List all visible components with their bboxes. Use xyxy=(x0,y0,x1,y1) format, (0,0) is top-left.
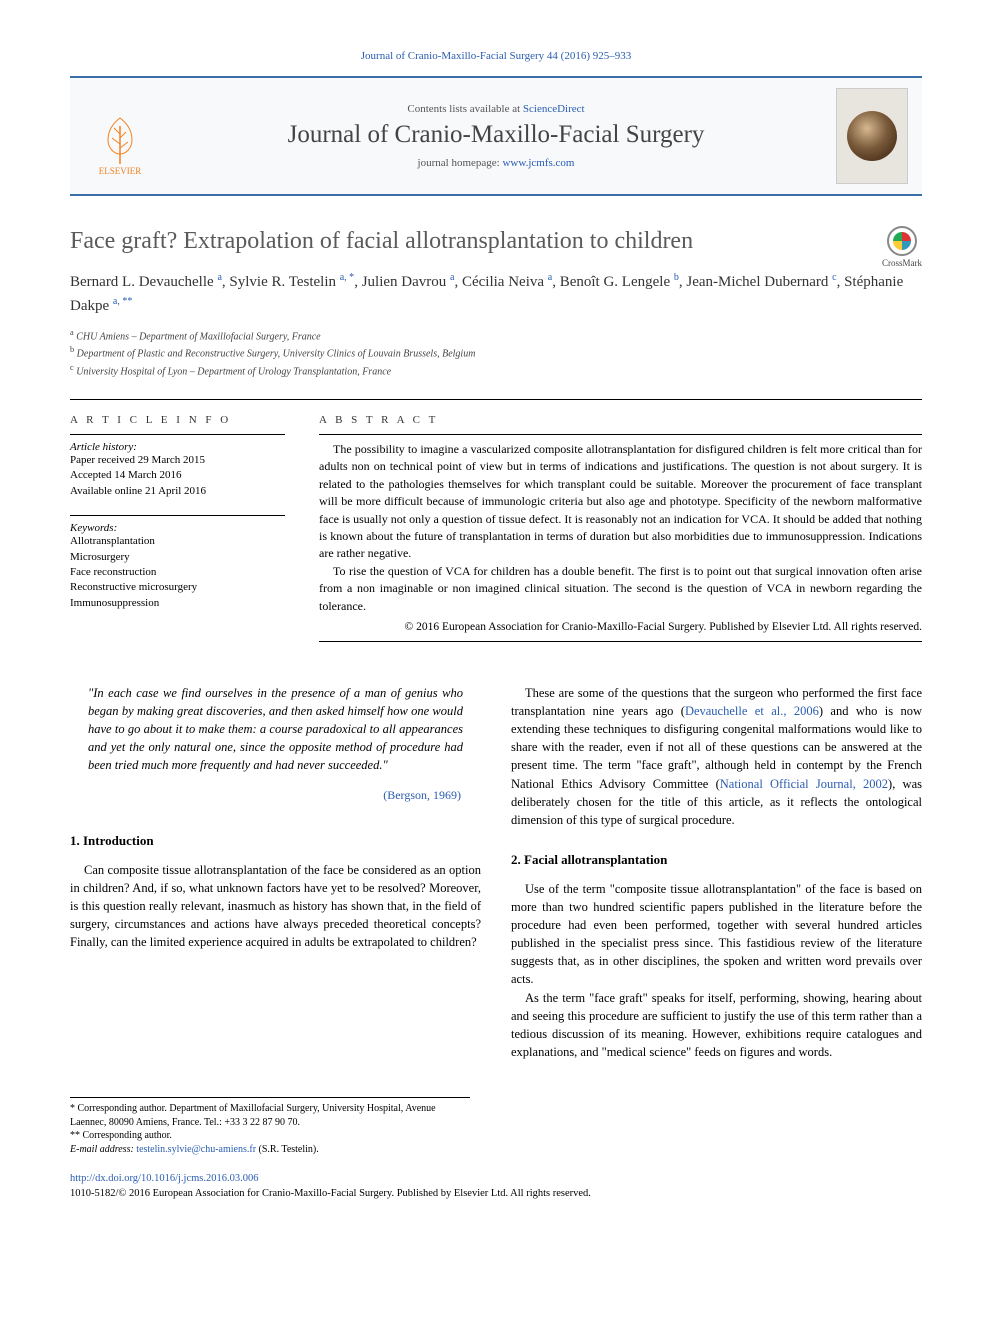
right-column: These are some of the questions that the… xyxy=(511,684,922,1061)
info-rule xyxy=(70,515,285,516)
keywords-label: Keywords: xyxy=(70,522,285,534)
body-columns: "In each case we find ourselves in the p… xyxy=(70,684,922,1061)
affil-mark: c xyxy=(70,363,74,372)
body-paragraph: These are some of the questions that the… xyxy=(511,684,922,829)
abstract-rule xyxy=(319,434,922,435)
keyword: Reconstructive microsurgery xyxy=(70,580,285,595)
keyword: Allotransplantation xyxy=(70,534,285,549)
article-info-heading: A R T I C L E I N F O xyxy=(70,414,285,426)
abstract-copyright: © 2016 European Association for Cranio-M… xyxy=(319,619,922,635)
epigraph: "In each case we find ourselves in the p… xyxy=(88,684,463,775)
journal-cover-thumb[interactable] xyxy=(836,88,908,184)
history-label: Article history: xyxy=(70,441,285,453)
article-title: Face graft? Extrapolation of facial allo… xyxy=(70,226,693,256)
affil-mark: b xyxy=(70,345,74,354)
history-line: Available online 21 April 2016 xyxy=(70,484,285,499)
section-heading-intro: 1. Introduction xyxy=(70,832,481,851)
citation-volpages: 44 (2016) 925–933 xyxy=(547,50,631,62)
publisher-logo-label: ELSEVIER xyxy=(99,166,142,176)
history-line: Paper received 29 March 2015 xyxy=(70,453,285,468)
elsevier-tree-icon xyxy=(100,116,140,166)
author-list: Bernard L. Devauchelle a, Sylvie R. Test… xyxy=(70,270,922,317)
footnote-line: ** Corresponding author. xyxy=(70,1129,470,1143)
citation-link[interactable]: National Official Journal, 2002 xyxy=(720,777,888,791)
keyword: Face reconstruction xyxy=(70,565,285,580)
abstract-body: The possibility to imagine a vascularize… xyxy=(319,441,922,615)
affil-text: Department of Plastic and Reconstructive… xyxy=(77,349,476,360)
abstract-paragraph: The possibility to imagine a vascularize… xyxy=(319,441,922,563)
info-rule xyxy=(70,434,285,435)
footnote-line: * Corresponding author. Department of Ma… xyxy=(70,1102,470,1129)
journal-homepage-link[interactable]: www.jcmfs.com xyxy=(502,157,574,169)
email-label: E-mail address: xyxy=(70,1144,134,1155)
keyword: Immunosuppression xyxy=(70,596,285,611)
intro-paragraph: Can composite tissue allotransplantation… xyxy=(70,861,481,952)
section-heading-2: 2. Facial allotransplantation xyxy=(511,851,922,870)
homepage-prefix: journal homepage: xyxy=(418,157,503,169)
email-link[interactable]: testelin.sylvie@chu-amiens.fr xyxy=(136,1144,256,1155)
section-divider xyxy=(70,399,922,400)
corresponding-author-footnotes: * Corresponding author. Department of Ma… xyxy=(70,1097,470,1156)
publisher-logo[interactable]: ELSEVIER xyxy=(84,96,156,176)
abstract-bottom-rule xyxy=(319,641,922,642)
affil-text: University Hospital of Lyon – Department… xyxy=(76,366,391,377)
issn-copyright-line: 1010-5182/© 2016 European Association fo… xyxy=(70,1187,922,1202)
article-history: Paper received 29 March 2015 Accepted 14… xyxy=(70,453,285,499)
citation-line: Journal of Cranio-Maxillo-Facial Surgery… xyxy=(70,50,922,62)
crossmark-label: CrossMark xyxy=(882,258,922,268)
crossmark-icon xyxy=(887,226,917,256)
crossmark-badge[interactable]: CrossMark xyxy=(882,226,922,268)
abstract-heading: A B S T R A C T xyxy=(319,414,922,426)
left-column: "In each case we find ourselves in the p… xyxy=(70,684,481,1061)
affil-text: CHU Amiens – Department of Maxillofacial… xyxy=(76,331,320,342)
journal-homepage-line: journal homepage: www.jcmfs.com xyxy=(170,157,822,169)
epigraph-cite-link[interactable]: Bergson, 1969 xyxy=(387,788,457,802)
body-paragraph: As the term "face graft" speaks for itse… xyxy=(511,989,922,1062)
email-attribution: (S.R. Testelin). xyxy=(259,1144,319,1155)
cover-image-icon xyxy=(847,111,897,161)
citation-journal: Journal of Cranio-Maxillo-Facial Surgery xyxy=(361,50,544,62)
keywords: Allotransplantation Microsurgery Face re… xyxy=(70,534,285,611)
contents-available-line: Contents lists available at ScienceDirec… xyxy=(170,103,822,115)
epigraph-citation: (Bergson, 1969) xyxy=(70,787,461,804)
sciencedirect-link[interactable]: ScienceDirect xyxy=(523,103,585,115)
abstract-paragraph: To rise the question of VCA for children… xyxy=(319,563,922,615)
citation-link[interactable]: Devauchelle et al., 2006 xyxy=(685,704,819,718)
footnote-email: E-mail address: testelin.sylvie@chu-amie… xyxy=(70,1143,470,1157)
affiliations: a CHU Amiens – Department of Maxillofaci… xyxy=(70,327,922,379)
keyword: Microsurgery xyxy=(70,550,285,565)
body-paragraph: Use of the term "composite tissue allotr… xyxy=(511,880,922,989)
affil-mark: a xyxy=(70,328,74,337)
history-line: Accepted 14 March 2016 xyxy=(70,468,285,483)
contents-prefix: Contents lists available at xyxy=(407,103,522,115)
doi-link[interactable]: http://dx.doi.org/10.1016/j.jcms.2016.03… xyxy=(70,1173,259,1184)
journal-header: ELSEVIER Contents lists available at Sci… xyxy=(70,76,922,196)
page-footer: http://dx.doi.org/10.1016/j.jcms.2016.03… xyxy=(70,1172,922,1201)
journal-name: Journal of Cranio-Maxillo-Facial Surgery xyxy=(170,121,822,149)
